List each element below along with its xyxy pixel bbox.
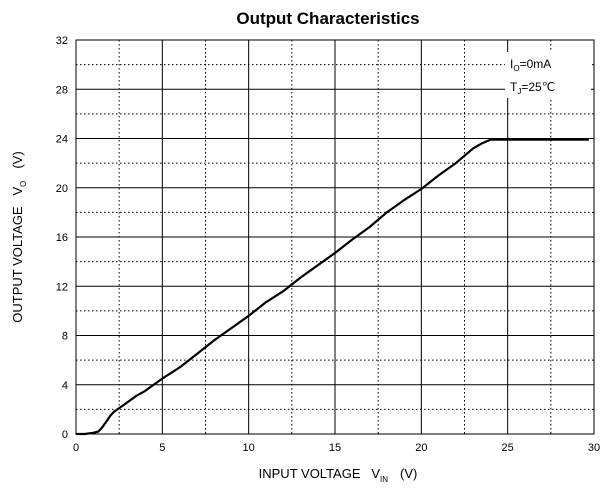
y-tick-label: 4 [62,380,68,392]
x-tick-label: 20 [415,442,427,454]
y-axis-label: OUTPUT VOLTAGE VO(V) [10,151,28,322]
x-tick-label: 15 [329,442,341,454]
x-tick-label: 30 [588,442,600,454]
plot-frame [75,39,595,435]
chart-title: Output Characteristics [236,9,419,28]
y-tick-label: 12 [56,281,68,293]
annotation-io: IO=0mA [510,57,551,73]
x-tick-label: 10 [243,442,255,454]
y-tick-label: 28 [56,84,68,96]
y-tick-label: 24 [56,134,68,146]
annotation-box [505,52,591,98]
series-line [76,138,589,436]
y-tick-label: 8 [62,331,68,343]
x-tick-label: 25 [502,442,514,454]
y-tick-label: 20 [56,183,68,195]
y-tick-label: 16 [56,232,68,244]
x-tick-label: 0 [73,442,79,454]
y-tick-label: 32 [56,35,68,47]
y-tick-labels: 0 4 8 12 16 20 24 28 32 [56,35,68,441]
grid [75,39,595,435]
y-tick-label: 0 [62,429,68,441]
x-axis-label: INPUT VOLTAGE VIN (V) [259,466,418,484]
x-tick-labels: 0 5 10 15 20 25 30 [73,442,600,454]
x-tick-label: 5 [159,442,165,454]
annotation-tj: TJ=25℃ [510,80,555,96]
